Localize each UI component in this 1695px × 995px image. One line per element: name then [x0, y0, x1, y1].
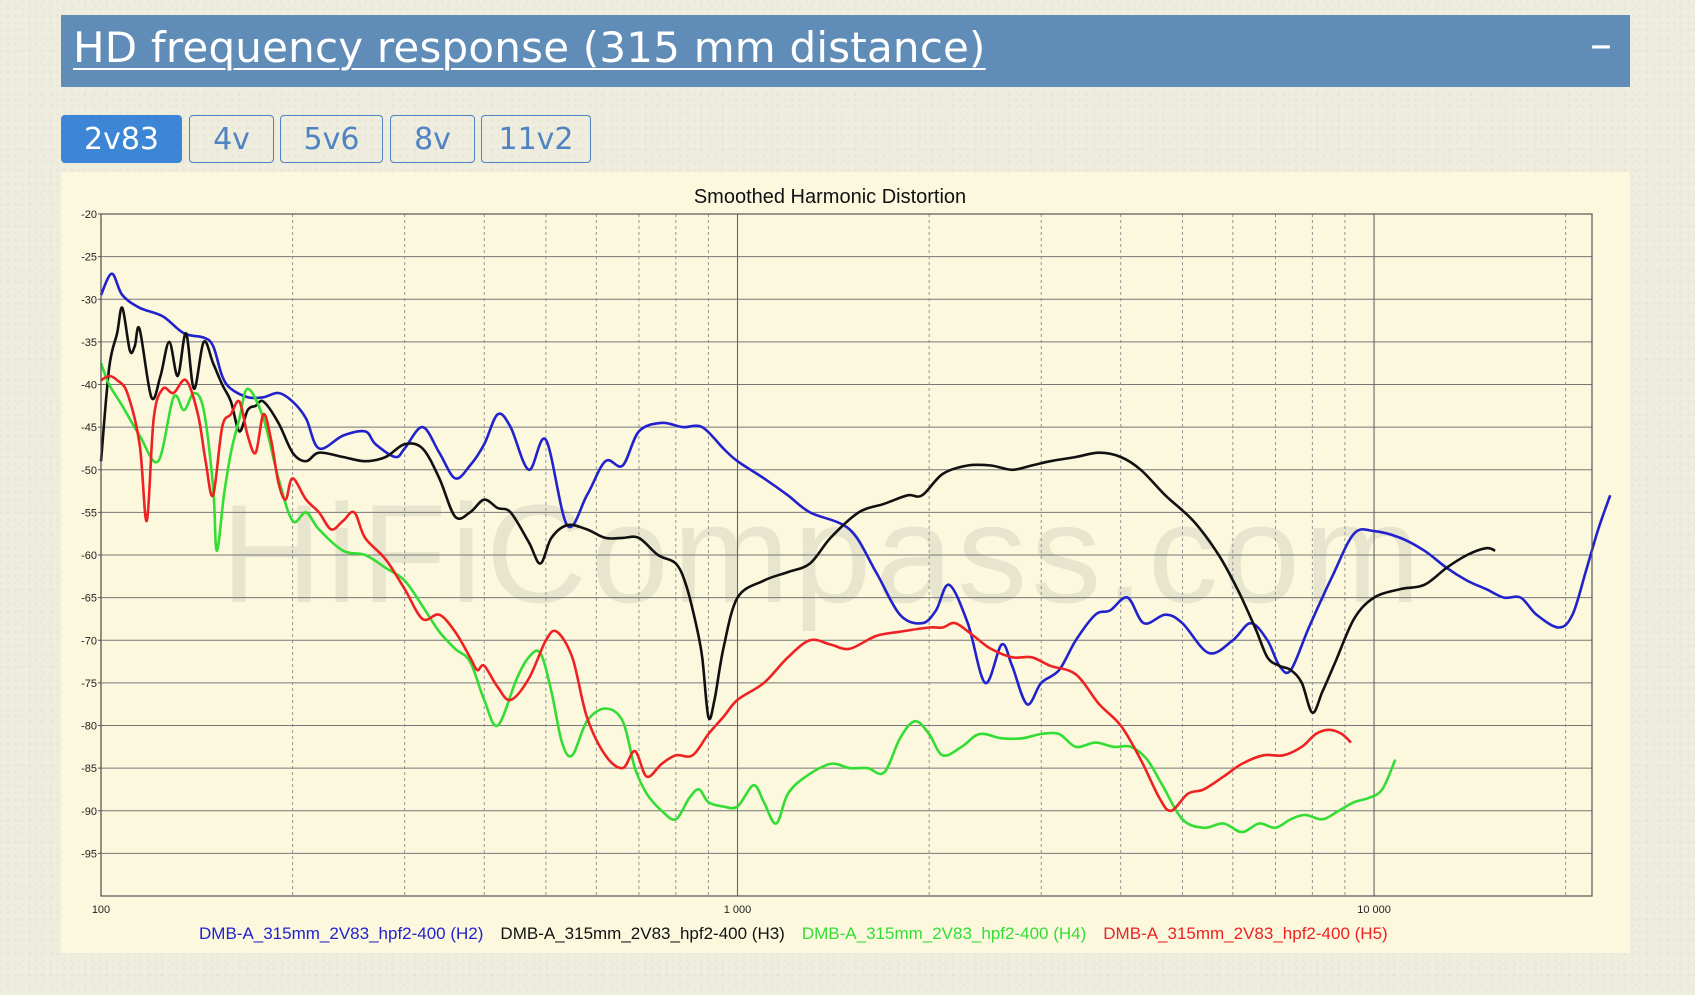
y-tick-label: -80 [81, 721, 97, 733]
x-tick-label: 1 000 [724, 904, 752, 916]
section-header: HD frequency response (315 mm distance) … [61, 15, 1630, 87]
x-tick-label: 10 000 [1357, 904, 1391, 916]
y-tick-label: -85 [81, 763, 97, 775]
y-tick-label: -55 [81, 507, 97, 519]
y-tick-label: -70 [81, 635, 97, 647]
series-line-3 [99, 306, 1496, 721]
legend-entry-h4: DMB-A_315mm_2V83_hpf2-400 (H4) [802, 924, 1086, 943]
legend-entry-h2: DMB-A_315mm_2V83_hpf2-400 (H2) [199, 924, 483, 943]
legend-entry-h5: DMB-A_315mm_2V83_hpf2-400 (H5) [1103, 924, 1387, 943]
y-tick-label: -75 [81, 678, 97, 690]
section-title-link[interactable]: HD frequency response (315 mm distance) [73, 23, 986, 72]
tab-11v2[interactable]: 11v2 [481, 115, 591, 163]
harmonic-distortion-chart: HiFiCompass.com Smoothed Harmonic Distor… [81, 186, 1612, 943]
y-axis-ticks: -20 -25 -30 -35 -40 -45 -50 -55 -60 -65 -70 -75 -80 -… [81, 209, 101, 860]
series-line-2 [99, 272, 1612, 706]
y-tick-label: -30 [81, 294, 97, 306]
watermark: HiFiCompass.com [221, 475, 1425, 632]
y-tick-label: -25 [81, 252, 97, 264]
x-tick-label: 100 [92, 904, 110, 916]
y-tick-label: -90 [81, 806, 97, 818]
y-tick-label: -50 [81, 465, 97, 477]
plot-frame [100, 213, 1593, 897]
y-tick-label: -45 [81, 422, 97, 434]
series-lines [99, 272, 1612, 834]
y-tick-label: -65 [81, 593, 97, 605]
y-tick-label: -20 [81, 209, 97, 221]
tab-8v[interactable]: 8v [390, 115, 475, 163]
chart-legend: DMB-A_315mm_2V83_hpf2-400 (H2) DMB-A_315m… [199, 924, 1388, 943]
series-line-4 [99, 362, 1397, 834]
y-tick-label: -60 [81, 550, 97, 562]
tab-5v6[interactable]: 5v6 [280, 115, 383, 163]
y-tick-label: -35 [81, 337, 97, 349]
tab-4v[interactable]: 4v [189, 115, 274, 163]
x-axis-ticks: 100 1 000 10 000 [92, 904, 1391, 916]
chart-grid [100, 213, 1592, 896]
tab-2v83[interactable]: 2v83 [61, 115, 182, 163]
y-tick-label: -95 [81, 848, 97, 860]
chart-title: Smoothed Harmonic Distortion [694, 186, 966, 208]
collapse-icon[interactable]: – [1590, 19, 1612, 70]
series-line-5 [100, 374, 1352, 813]
legend-entry-h3: DMB-A_315mm_2V83_hpf2-400 (H3) [500, 924, 784, 943]
y-tick-label: -40 [81, 380, 97, 392]
chart-panel: HiFiCompass.com Smoothed Harmonic Distor… [61, 172, 1630, 953]
